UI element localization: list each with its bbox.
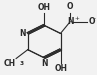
Text: N: N <box>41 59 48 68</box>
Text: 3: 3 <box>20 61 24 66</box>
Text: +: + <box>75 16 79 21</box>
Text: N: N <box>19 29 25 38</box>
Text: -: - <box>94 16 96 21</box>
Text: CH: CH <box>3 59 16 68</box>
Polygon shape <box>28 25 61 58</box>
Text: OH: OH <box>55 64 68 73</box>
Text: OH: OH <box>38 3 51 12</box>
Text: O: O <box>67 2 73 11</box>
Text: O: O <box>89 17 95 26</box>
Text: N: N <box>67 17 73 26</box>
